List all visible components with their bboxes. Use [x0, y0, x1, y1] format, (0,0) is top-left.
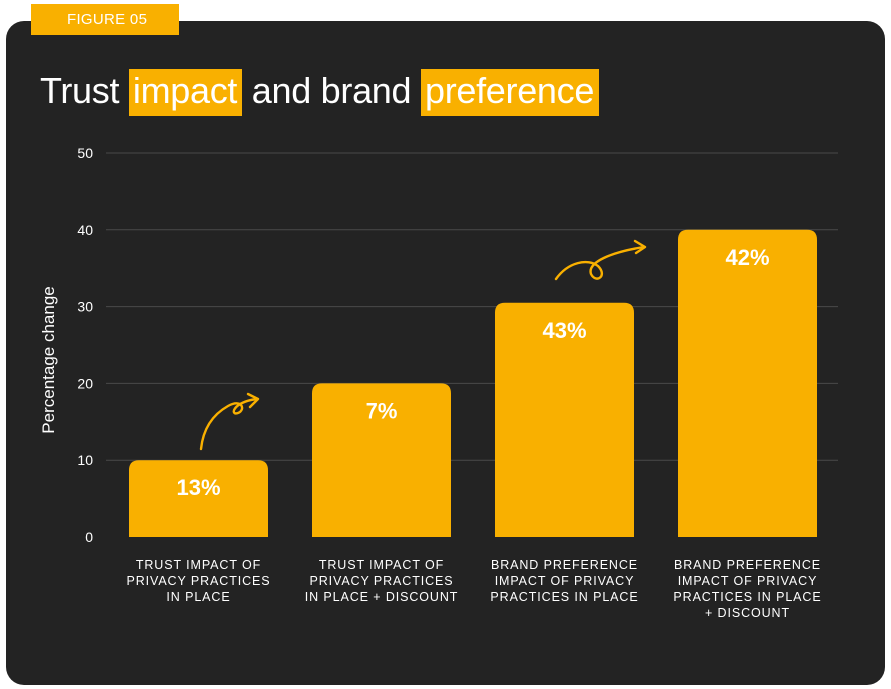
- bar: [129, 460, 268, 537]
- title-highlight: impact: [128, 69, 243, 116]
- category-label: PRIVACY PRACTICES: [309, 574, 453, 588]
- title-highlight: preference: [420, 69, 600, 116]
- bar: [495, 302, 634, 537]
- y-tick-label: 20: [77, 375, 93, 391]
- y-tick-label: 0: [85, 529, 93, 545]
- trend-arrow-icon-head: [246, 392, 260, 409]
- category-label: IN PLACE: [166, 590, 230, 604]
- title-text: and brand: [242, 70, 421, 111]
- y-tick-label: 30: [77, 299, 93, 315]
- data-label: 42%: [725, 245, 769, 270]
- y-axis-label: Percentage change: [39, 286, 58, 433]
- category-label: BRAND PREFERENCE: [491, 558, 638, 572]
- category-label: IMPACT OF PRIVACY: [678, 574, 818, 588]
- category-label: PRACTICES IN PLACE: [490, 590, 638, 604]
- category-label: + DISCOUNT: [705, 606, 790, 620]
- category-label: BRAND PREFERENCE: [674, 558, 821, 572]
- figure-tag: FIGURE 05: [31, 4, 179, 35]
- category-label: PRACTICES IN PLACE: [673, 590, 821, 604]
- category-label: TRUST IMPACT OF: [319, 558, 444, 572]
- y-tick-label: 10: [77, 452, 93, 468]
- trend-arrow-icon-head: [633, 239, 647, 255]
- bar: [678, 229, 817, 538]
- data-label: 7%: [366, 398, 398, 423]
- bar: [312, 383, 451, 537]
- data-label: 13%: [176, 475, 220, 500]
- trend-arrow-icon: [199, 397, 259, 451]
- category-label: PRIVACY PRACTICES: [126, 574, 270, 588]
- category-label: IMPACT OF PRIVACY: [495, 574, 635, 588]
- category-label: IN PLACE + DISCOUNT: [305, 590, 459, 604]
- data-label: 43%: [542, 318, 586, 343]
- y-tick-label: 50: [77, 145, 93, 161]
- category-label: TRUST IMPACT OF: [136, 558, 261, 572]
- y-tick-label: 40: [77, 222, 93, 238]
- title-text: Trust: [40, 70, 129, 111]
- trend-arrow-icon: [554, 245, 646, 281]
- chart-title: Trust impact and brand preference: [40, 69, 600, 116]
